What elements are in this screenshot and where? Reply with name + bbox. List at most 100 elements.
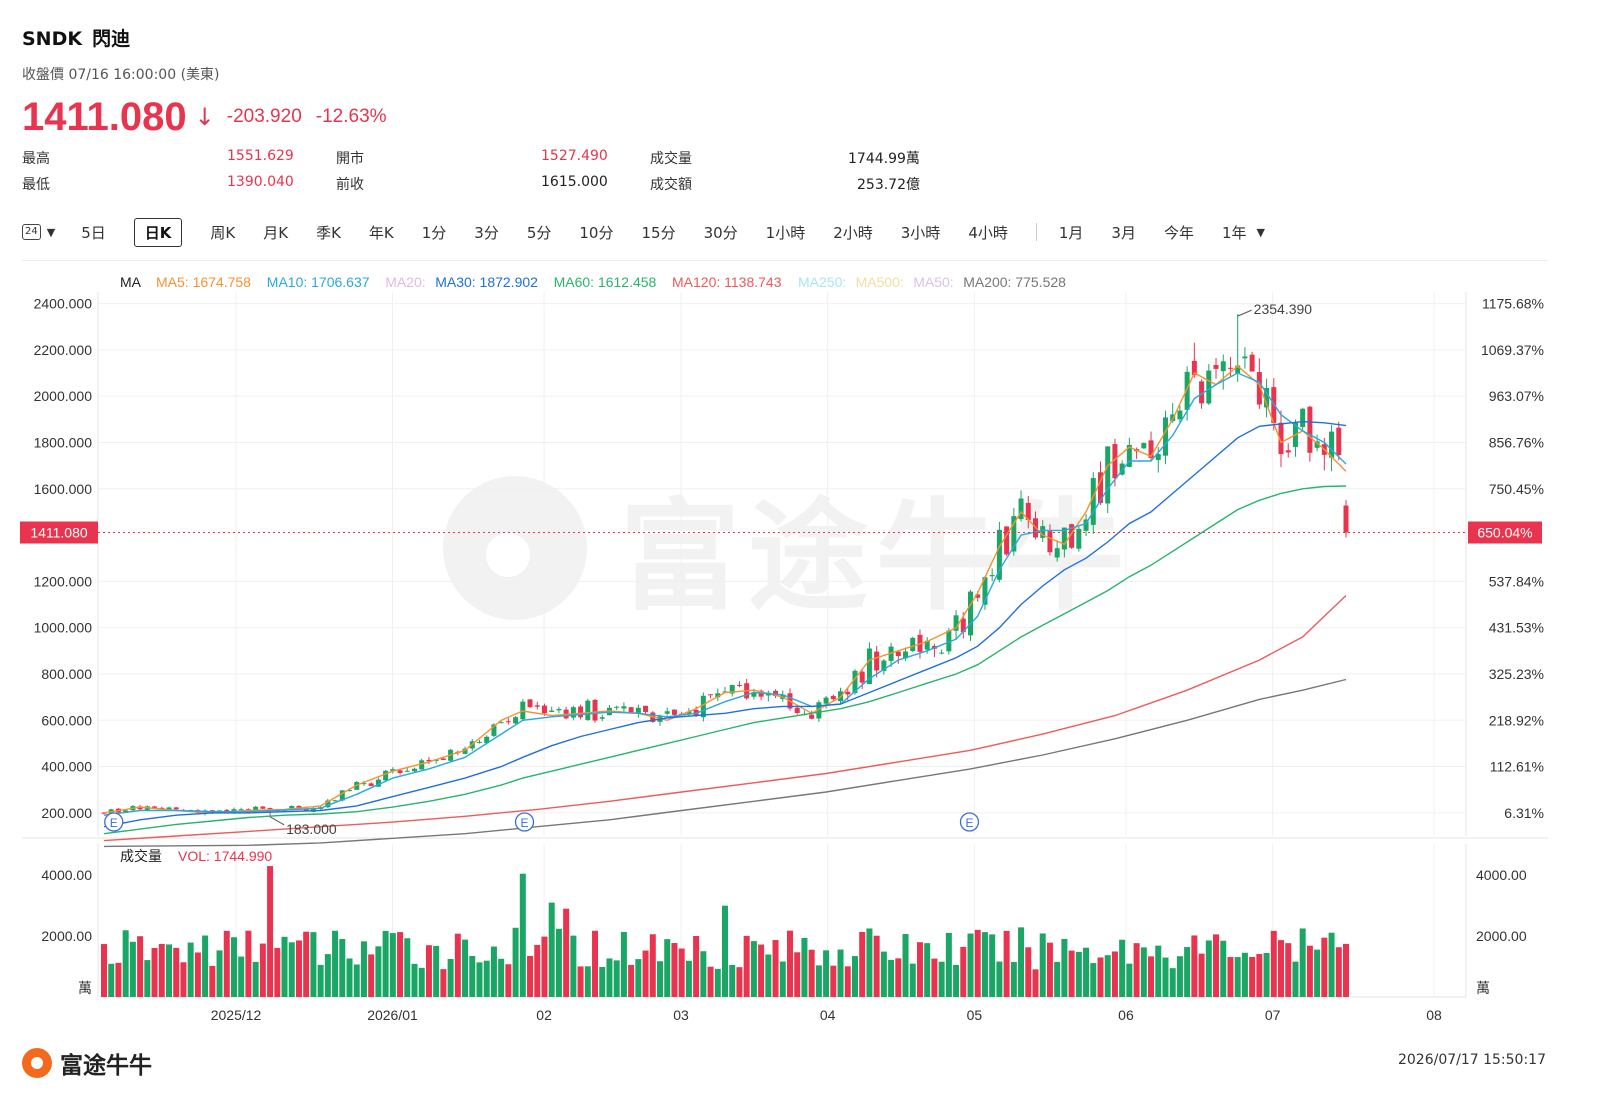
candle-body <box>1213 365 1219 369</box>
tab-13[interactable]: 2小時 <box>833 223 873 242</box>
divider <box>22 260 1548 261</box>
candle-body <box>484 736 490 744</box>
volume-bar <box>880 951 887 997</box>
company-name: 閃迪 <box>92 28 131 50</box>
ma-line-ma60 <box>103 485 1347 835</box>
volume-bar <box>505 964 512 997</box>
earnings-marker-circle <box>104 812 124 832</box>
volume-bar <box>1126 963 1133 997</box>
stock-title: SNDK 閃迪 <box>22 24 140 51</box>
volume-bar <box>945 932 952 997</box>
volume-bar <box>303 931 310 997</box>
candle-body <box>1040 526 1046 538</box>
volume-bar <box>563 908 570 997</box>
pct-tick-label: 218.92% <box>1489 712 1544 728</box>
tab-14[interactable]: 3小時 <box>900 223 941 242</box>
earnings-marker-label: E <box>521 816 529 830</box>
tab-3[interactable]: 月K <box>263 223 289 242</box>
volume-bar <box>613 960 620 997</box>
candle-body <box>1090 478 1096 525</box>
volume-bar <box>772 940 779 997</box>
volume-bar <box>411 963 418 997</box>
x-tick-label: 2026/01 <box>367 1007 418 1023</box>
candle-body <box>166 807 172 810</box>
calendar-dropdown[interactable]: 24 ▼ <box>22 224 55 240</box>
candle-body <box>852 670 858 693</box>
volume-bar <box>548 902 555 997</box>
volume-bar <box>144 960 151 997</box>
tab-0[interactable]: 5日 <box>81 223 106 242</box>
volume-bar <box>599 966 606 997</box>
current-price-tag <box>20 521 98 544</box>
watermark-logo-inner <box>486 533 530 577</box>
tab-4[interactable]: 季K <box>316 223 341 242</box>
tab-8[interactable]: 5分 <box>526 223 552 242</box>
candle-body <box>1047 531 1053 553</box>
tab-2[interactable]: 周K <box>210 223 236 242</box>
tab-6[interactable]: 1分 <box>421 223 447 242</box>
volume-bar <box>1097 957 1104 997</box>
candle-body <box>1184 371 1190 410</box>
watermark: 富途牛牛 <box>443 476 1124 627</box>
volume-bar <box>1299 928 1306 997</box>
tab-5[interactable]: 年K <box>368 223 394 242</box>
range-tab-2[interactable]: 今年 <box>1163 223 1194 242</box>
volume-bar <box>1234 957 1241 997</box>
tab-1[interactable]: 日K <box>133 217 183 247</box>
volume-tick-label-right: 4000.00 <box>1476 867 1527 883</box>
candle-body <box>939 652 945 654</box>
x-tick-label: 08 <box>1426 1007 1442 1023</box>
volume-bar <box>722 905 728 997</box>
tab-7[interactable]: 3分 <box>474 223 499 242</box>
tab-12[interactable]: 1小時 <box>765 223 806 242</box>
volume-bar <box>895 958 902 997</box>
volume-bar <box>909 963 916 997</box>
range-tab-3[interactable]: 1年 <box>1221 223 1247 242</box>
tab-15[interactable]: 4小時 <box>968 223 1008 242</box>
pct-tick-label: 963.07% <box>1489 388 1544 404</box>
volume-bar <box>1191 935 1198 997</box>
volume-tick-label-right: 2000.00 <box>1476 928 1527 944</box>
volume-bar <box>570 935 577 997</box>
candle-body <box>375 779 381 787</box>
volume-bar <box>101 944 107 997</box>
volume-bar <box>1220 940 1227 997</box>
candle-body <box>556 709 562 711</box>
volume-bar <box>454 933 461 997</box>
candle-body <box>549 710 555 712</box>
volume-bar <box>1032 969 1039 997</box>
volume-bar <box>873 935 880 997</box>
pct-tick-label: 856.76% <box>1489 434 1544 450</box>
volume-bar <box>1140 947 1147 997</box>
candle-body <box>404 770 410 772</box>
volume-bars <box>101 866 1349 997</box>
volume-bar <box>158 943 165 997</box>
volume-bar <box>801 937 808 997</box>
candle-body <box>1025 502 1031 520</box>
candle-body <box>1264 388 1270 408</box>
volume-bar <box>1205 940 1212 997</box>
volume-bar <box>729 964 736 997</box>
candle-body <box>866 648 872 685</box>
range-tab-1[interactable]: 3月 <box>1111 223 1136 242</box>
tab-11[interactable]: 30分 <box>703 223 738 242</box>
candle-body <box>1249 354 1255 372</box>
pct-tick-label: 325.23% <box>1489 666 1544 682</box>
pct-tick-label: 6.31% <box>1504 805 1544 821</box>
tab-10[interactable]: 15分 <box>641 223 676 242</box>
tab-9[interactable]: 10分 <box>579 223 614 242</box>
candle-body <box>498 722 504 724</box>
volume-bar <box>397 932 404 997</box>
range-tab-0[interactable]: 1月 <box>1058 223 1084 242</box>
price-tick-label: 1200.000 <box>34 573 93 589</box>
volume-bar <box>389 933 396 997</box>
volume-bar <box>404 938 411 997</box>
volume-bar <box>115 962 122 997</box>
candle-body <box>173 807 179 810</box>
range-caret-down-icon[interactable]: ▼ <box>1256 225 1265 239</box>
pct-tick-label: 1175.68% <box>1482 296 1544 312</box>
volume-bar <box>1278 940 1285 997</box>
candle-body <box>1285 450 1291 453</box>
volume-bar <box>1025 947 1032 997</box>
candle-body <box>1300 408 1306 428</box>
